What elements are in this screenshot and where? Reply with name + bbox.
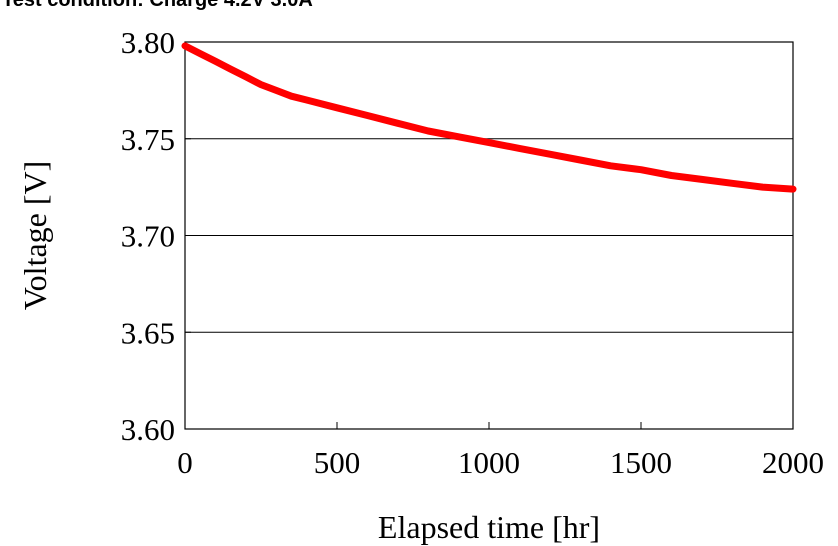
x-tick-label: 0 — [177, 445, 193, 480]
top-caption: Test condition: Charge 4.2V 3.0A — [2, 0, 313, 11]
series-line — [181, 42, 797, 193]
y-tick-label: 3.60 — [121, 412, 175, 447]
x-tick-label: 1000 — [458, 445, 520, 480]
plot-layer: 0 500 1000 1500 2000 3.60 3.65 3.70 3.75 3.80 — [121, 25, 824, 480]
x-tick-label: 1500 — [610, 445, 672, 480]
x-tick-label: 500 — [314, 445, 361, 480]
y-tick-label: 3.70 — [121, 219, 175, 254]
y-tick-label: 3.80 — [121, 25, 175, 60]
x-tick-label: 2000 — [762, 445, 824, 480]
y-axis-title: Voltage [V] — [17, 161, 53, 311]
y-tick-label: 3.65 — [121, 315, 175, 350]
x-axis-title: Elapsed time [hr] — [378, 509, 600, 545]
y-tick-label: 3.75 — [121, 122, 175, 157]
